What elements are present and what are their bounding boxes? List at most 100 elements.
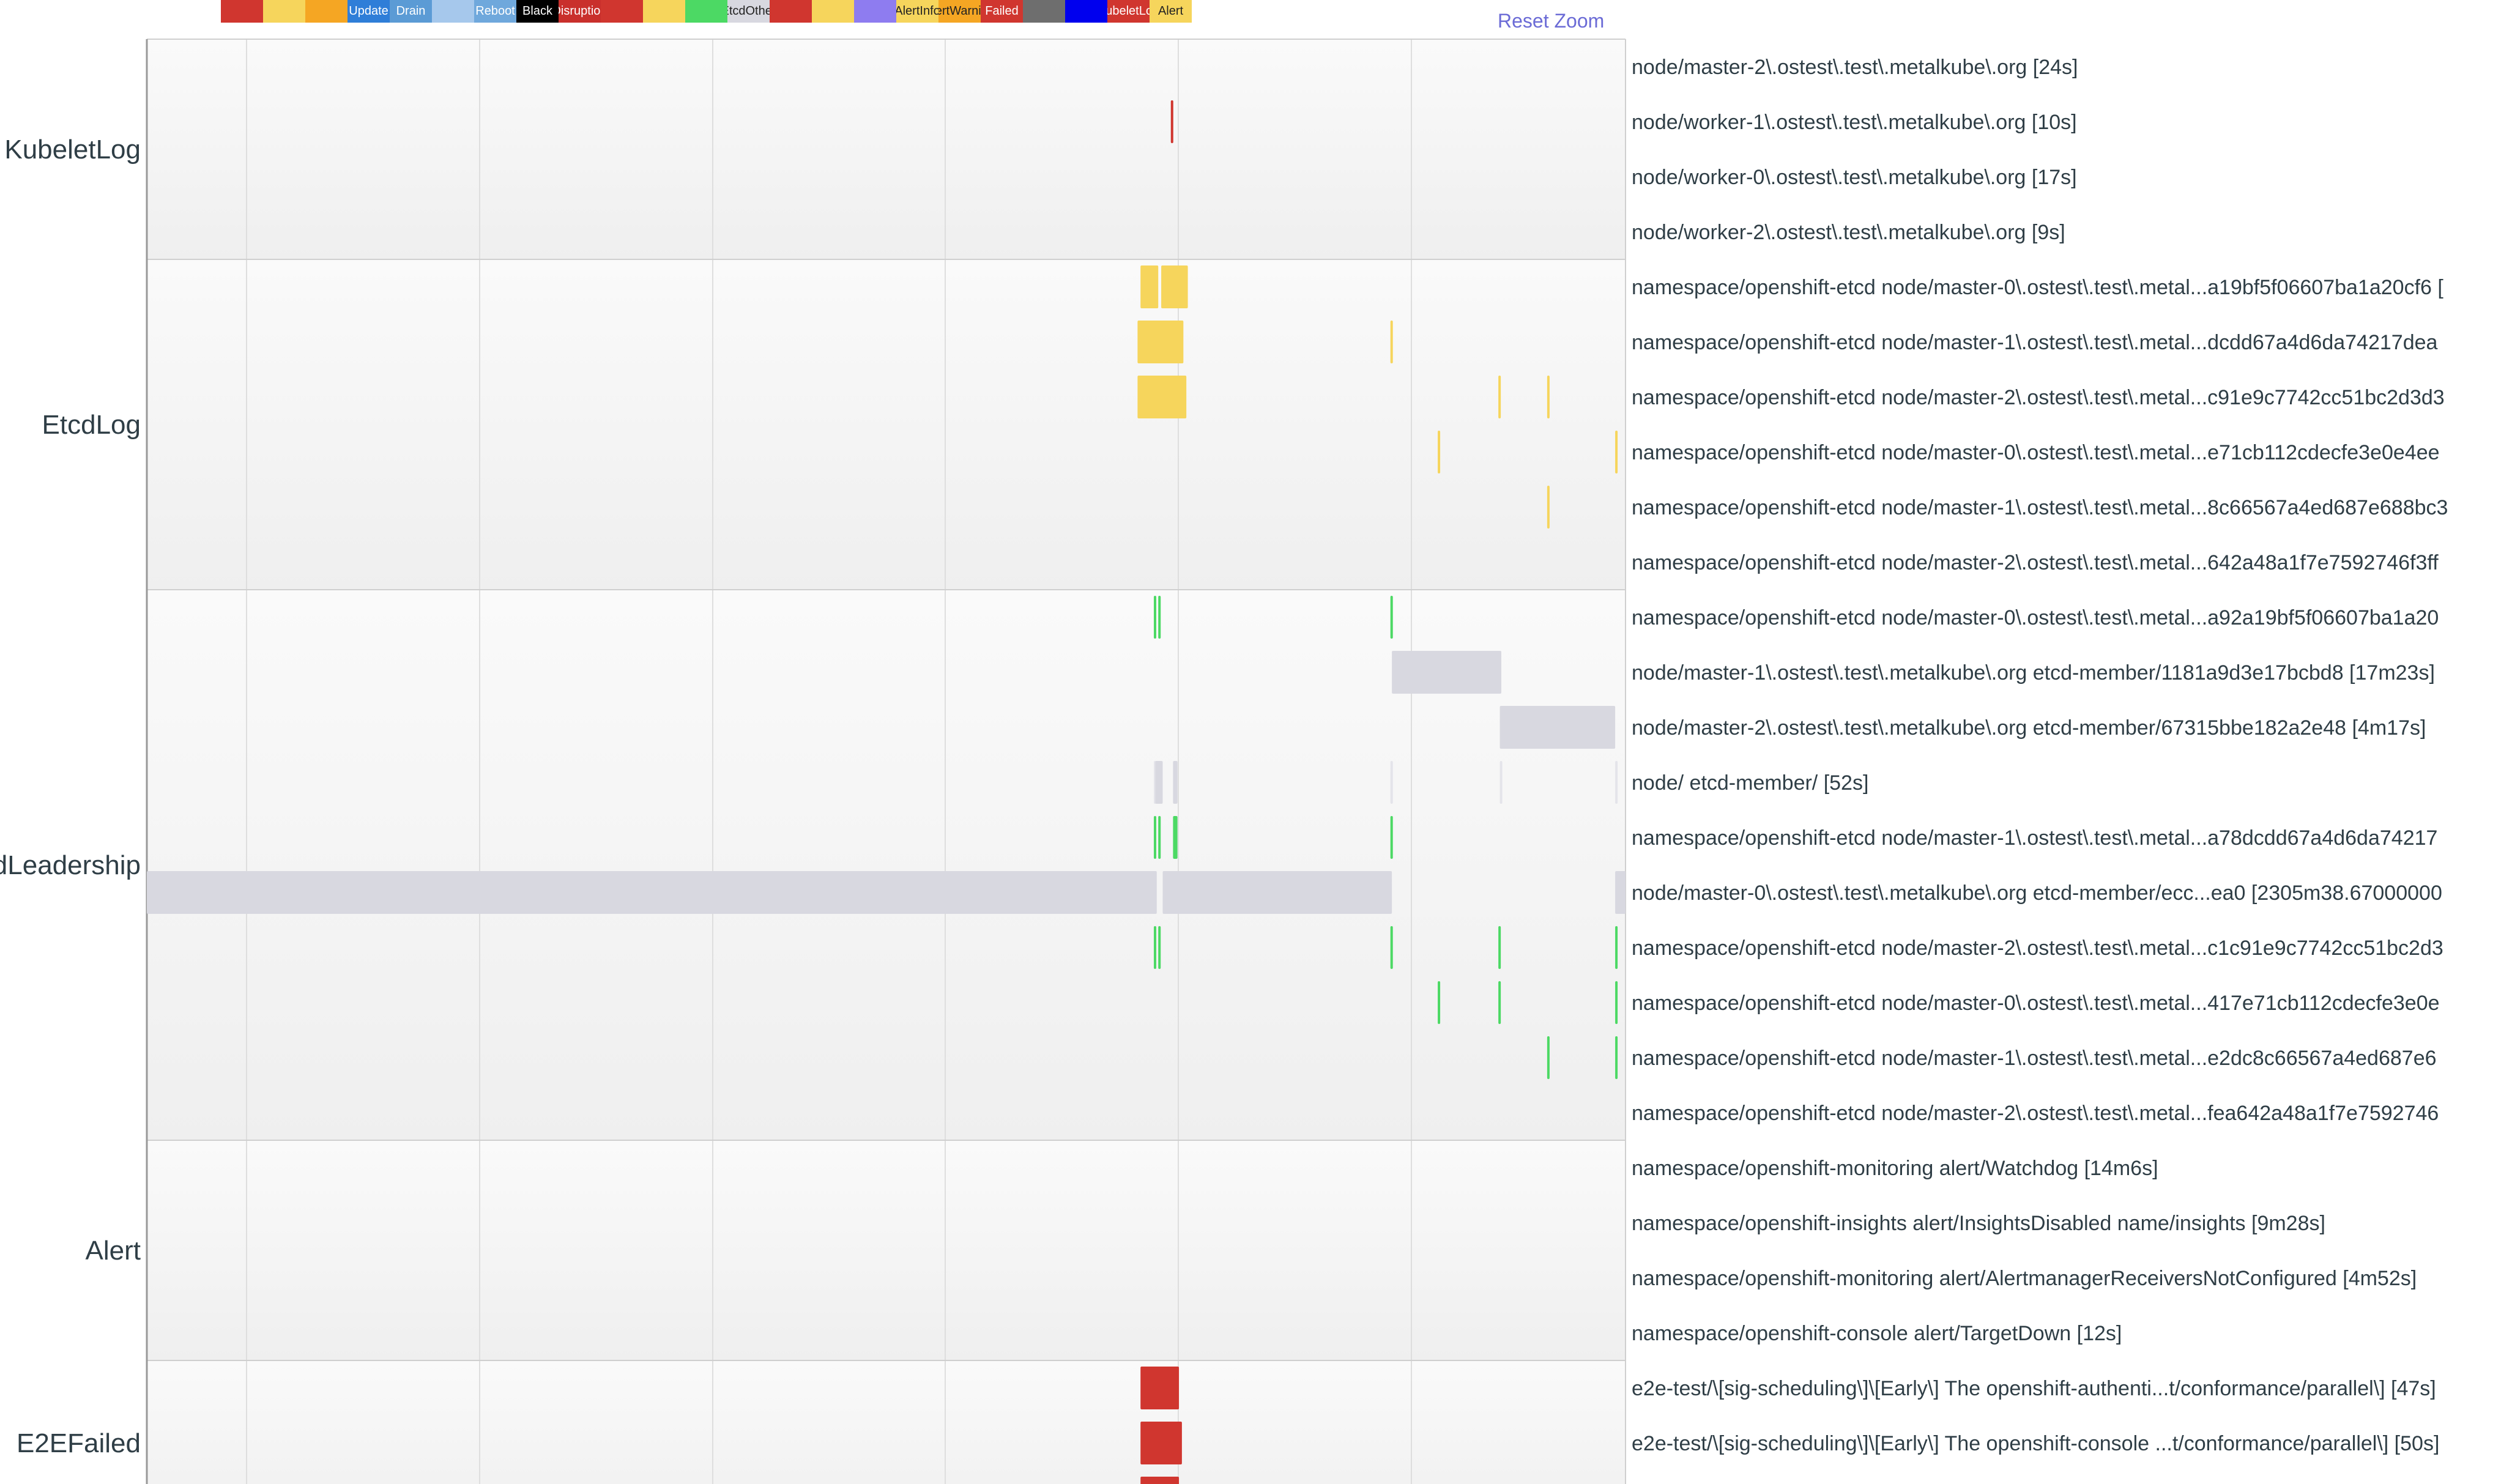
legend-chip-unlabeled-9[interactable] <box>601 0 643 23</box>
row-label: namespace/openshift-console alert/Target… <box>1632 1322 2122 1345</box>
row-label: node/master-1\.ostest\.test\.metalkube\.… <box>1632 661 2435 684</box>
timeline-segment[interactable] <box>1153 926 1156 969</box>
row-label: e2e-test/\[sig-scheduling\]\[Early\] The… <box>1632 1432 2439 1455</box>
reset-zoom-button[interactable]: Reset Zoom <box>1498 10 1605 32</box>
legend-chip-unlabeled-20[interactable] <box>1065 0 1107 23</box>
legend-chip-black[interactable]: Black <box>516 0 559 23</box>
legend-chip-unlabeled-11[interactable] <box>685 0 727 23</box>
timeline-segment[interactable] <box>1499 761 1503 804</box>
row-label: node/master-2\.ostest\.test\.metalkube\.… <box>1632 56 2078 79</box>
timeline-segment[interactable] <box>1153 816 1156 859</box>
legend-chip-unlabeled-19[interactable] <box>1023 0 1065 23</box>
timeline-segment[interactable] <box>1158 926 1161 969</box>
timeline-segment[interactable] <box>1390 926 1393 969</box>
timeline-segment[interactable] <box>1499 706 1616 749</box>
row-label: namespace/openshift-etcd node/master-2\.… <box>1632 386 2445 409</box>
timeline-segment[interactable] <box>1140 1422 1182 1464</box>
group-label-etcdleadership: EtcdLeadership <box>0 850 141 880</box>
row-label: node/worker-2\.ostest\.test\.metalkube\.… <box>1632 221 2065 244</box>
row-label: node/worker-1\.ostest\.test\.metalkube\.… <box>1632 111 2077 134</box>
row-label: namespace/openshift-etcd node/master-2\.… <box>1632 937 2443 960</box>
timeline-segment[interactable] <box>1158 816 1161 859</box>
row-label: node/worker-0\.ostest\.test\.metalkube\.… <box>1632 166 2077 189</box>
row-label: namespace/openshift-etcd node/master-2\.… <box>1632 551 2439 574</box>
row-label: namespace/openshift-etcd node/master-0\.… <box>1632 992 2440 1015</box>
timeline-segment[interactable] <box>1547 486 1550 529</box>
timeline-segment[interactable] <box>1615 1036 1618 1079</box>
timeline-segment[interactable] <box>1390 596 1393 639</box>
group-label-kubeletlog: KubeletLog <box>4 135 141 165</box>
timeline-segment[interactable] <box>1161 265 1188 308</box>
legend-chip-disruption[interactable]: Disruption <box>559 0 601 23</box>
group-background-kubeletlog <box>147 39 1626 259</box>
timeline-segment[interactable] <box>1153 596 1156 639</box>
row-label: namespace/openshift-etcd node/master-1\.… <box>1632 826 2437 850</box>
row-label: node/ etcd-member/ [52s] <box>1632 771 1868 795</box>
timeline-segment[interactable] <box>1155 761 1163 804</box>
timeline-segment[interactable] <box>1390 321 1393 363</box>
legend-chip-unlabeled-14[interactable] <box>812 0 854 23</box>
timeline-segment[interactable] <box>1615 761 1618 804</box>
legend-chip-alertinfo[interactable]: AlertInfo <box>896 0 938 23</box>
row-label: namespace/openshift-etcd node/master-2\.… <box>1632 1102 2439 1125</box>
row-label: namespace/openshift-etcd node/master-1\.… <box>1632 1047 2437 1070</box>
timeline-segment[interactable] <box>1547 1036 1550 1079</box>
timeline-segment[interactable] <box>1137 376 1187 418</box>
legend-chip-unlabeled-0[interactable] <box>221 0 263 23</box>
legend-chip-etcdother[interactable]: EtcdOther <box>727 0 770 23</box>
timeline-segment[interactable] <box>1140 1477 1180 1484</box>
legend-chip-reboot[interactable]: Reboot <box>474 0 516 23</box>
timeline-segment[interactable] <box>1615 431 1618 473</box>
group-background-e2efailed <box>147 1360 1626 1484</box>
timeline-segment[interactable] <box>1547 376 1550 418</box>
legend-chip-unlabeled-1[interactable] <box>263 0 305 23</box>
group-label-etcdlog: EtcdLog <box>42 410 141 440</box>
timeline-segment[interactable] <box>1173 761 1178 804</box>
timeline-segment[interactable] <box>1392 651 1501 694</box>
timeline-segment[interactable] <box>147 871 1157 914</box>
timeline-segment[interactable] <box>1615 926 1618 969</box>
legend-chip-alert[interactable]: Alert <box>1150 0 1192 23</box>
group-background-etcdleadership <box>147 590 1626 1140</box>
row-label: e2e-test/\[sig-scheduling\]\[Early\] The… <box>1632 1377 2436 1400</box>
group-background-etcdlog <box>147 259 1626 590</box>
legend-chip-unlabeled-5[interactable] <box>432 0 474 23</box>
timeline-segment[interactable] <box>1615 871 1626 914</box>
legend-chip-unlabeled-10[interactable] <box>643 0 685 23</box>
timeline-segment[interactable] <box>1162 871 1392 914</box>
legend-chip-kubeletlog[interactable]: KubeletLog <box>1107 0 1150 23</box>
row-label: node/master-0\.ostest\.test\.metalkube\.… <box>1632 881 2442 905</box>
row-label: node/master-2\.ostest\.test\.metalkube\.… <box>1632 716 2426 740</box>
timeline-segment[interactable] <box>1390 816 1393 859</box>
legend-chip-unlabeled-13[interactable] <box>770 0 812 23</box>
legend-chip-drain[interactable]: Drain <box>390 0 432 23</box>
row-label: namespace/openshift-etcd node/master-1\.… <box>1632 331 2438 354</box>
timeline-segment[interactable] <box>1140 1367 1180 1409</box>
legend-chip-failed[interactable]: Failed <box>981 0 1023 23</box>
row-label: namespace/openshift-monitoring alert/Ale… <box>1632 1267 2417 1290</box>
timeline-segment[interactable] <box>1498 981 1501 1024</box>
timeline-segment[interactable] <box>1170 100 1173 143</box>
timeline-segment[interactable] <box>1438 431 1441 473</box>
group-label-alert: Alert <box>86 1236 141 1266</box>
timeline-segment[interactable] <box>1173 816 1178 859</box>
timeline-segment[interactable] <box>1158 596 1161 639</box>
timeline-segment[interactable] <box>1137 321 1184 363</box>
timeline-segment[interactable] <box>1498 376 1501 418</box>
timeline-segment[interactable] <box>1140 265 1159 308</box>
row-label: namespace/openshift-insights alert/Insig… <box>1632 1212 2325 1235</box>
legend-chip-alertwarning[interactable]: AlertWarning <box>938 0 981 23</box>
timeline-segment[interactable] <box>1438 981 1441 1024</box>
row-label: namespace/openshift-etcd node/master-1\.… <box>1632 496 2448 519</box>
legend-chip-unlabeled-15[interactable] <box>854 0 896 23</box>
group-background-alert <box>147 1140 1626 1360</box>
legend-chip-unlabeled-2[interactable] <box>305 0 347 23</box>
timeline-segment[interactable] <box>1390 761 1393 804</box>
legend-chip-update[interactable]: Update <box>347 0 390 23</box>
row-label: namespace/openshift-etcd node/master-0\.… <box>1632 441 2440 464</box>
timeline-segment[interactable] <box>1615 981 1618 1024</box>
group-label-e2efailed: E2EFailed <box>17 1428 141 1458</box>
timeline-segment[interactable] <box>1498 926 1501 969</box>
